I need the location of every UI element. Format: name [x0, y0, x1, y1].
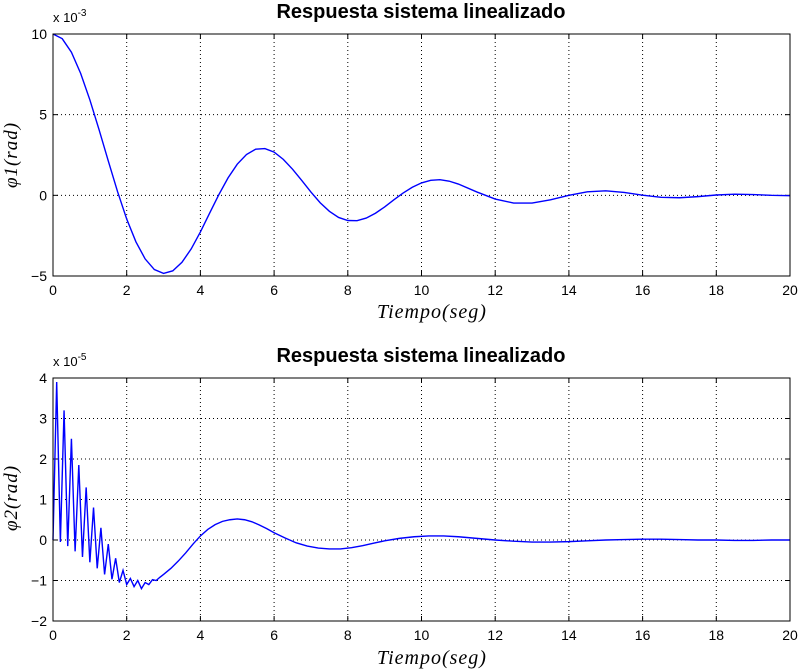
plot-phi1-grid [53, 34, 790, 276]
plot-phi1: Respuesta sistema linealizado x 10-3 φ1(… [1, 1, 798, 323]
plot-phi1-xtick-label: 4 [197, 282, 205, 298]
plot-phi1-ylabel: φ1(rad) [1, 122, 22, 188]
plot-phi1-xtick-label: 14 [561, 282, 577, 298]
plot-phi2-grid [53, 378, 790, 621]
plot-phi2-xtick-label: 6 [270, 627, 278, 643]
plot-phi1-xtick-label: 2 [123, 282, 131, 298]
plot-phi1-ytick-label: 0 [39, 187, 47, 203]
plot-phi2-xtick-label: 0 [49, 627, 57, 643]
plot-phi2-xtick-label: 2 [123, 627, 131, 643]
plot-phi2-xtick-label: 8 [344, 627, 352, 643]
plot-phi1-xtick-label: 8 [344, 282, 352, 298]
plot-phi1-xtick-label: 18 [709, 282, 725, 298]
plot-phi2-ytick-label: 2 [39, 451, 47, 467]
plot-phi2-xtick-label: 14 [561, 627, 577, 643]
plot-phi2-exponent: x 10-5 [53, 352, 87, 369]
plot-phi1-exponent: x 10-3 [53, 8, 87, 25]
plot-phi2-ytick-label: −2 [31, 613, 47, 629]
plot-phi2-title: Respuesta sistema linealizado [276, 345, 565, 367]
plot-phi2-axes-box [52, 377, 791, 622]
plot-phi2-xtick-label: 12 [487, 627, 503, 643]
plot-phi2: Respuesta sistema linealizado x 10-5 φ2(… [1, 345, 798, 669]
plot-phi2-series-line [52, 382, 790, 591]
plot-phi2-ytick-label: −1 [31, 573, 47, 589]
plot-phi1-xtick-label: 12 [487, 282, 503, 298]
plot-phi2-xtick-label: 20 [782, 627, 798, 643]
plot-phi1-xtick-label: 20 [782, 282, 798, 298]
plot-phi2-ytick-label: 1 [39, 492, 47, 508]
plot-phi1-ytick-label: 5 [39, 107, 47, 123]
plot-phi2-xtick-label: 16 [635, 627, 651, 643]
plot-phi1-title: Respuesta sistema linealizado [276, 1, 565, 23]
plot-phi1-xtick-label: 10 [414, 282, 430, 298]
plot-phi2-ytick-label: 4 [39, 370, 47, 386]
plot-phi2-xtick-label: 18 [709, 627, 725, 643]
plot-phi2-xtick-label: 4 [197, 627, 205, 643]
plot-phi1-xtick-label: 16 [635, 282, 651, 298]
plot-phi1-axes-box [52, 33, 791, 277]
plot-phi1-xlabel: Tiempo(seg) [377, 301, 487, 323]
plot-phi1-ytick-label: 10 [31, 26, 47, 42]
plot-phi1-xtick-label: 6 [270, 282, 278, 298]
plot-phi1-ytick-label: −5 [31, 268, 47, 284]
plot-phi2-ytick-label: 0 [39, 532, 47, 548]
plot-phi1-xtick-label: 0 [49, 282, 57, 298]
plot-phi2-ylabel: φ2(rad) [1, 465, 22, 531]
plot-phi1-series-line [52, 33, 791, 275]
plot-phi2-xtick-label: 10 [414, 627, 430, 643]
plot-phi2-xlabel: Tiempo(seg) [377, 647, 487, 669]
plot-phi2-ytick-label: 3 [39, 411, 47, 427]
